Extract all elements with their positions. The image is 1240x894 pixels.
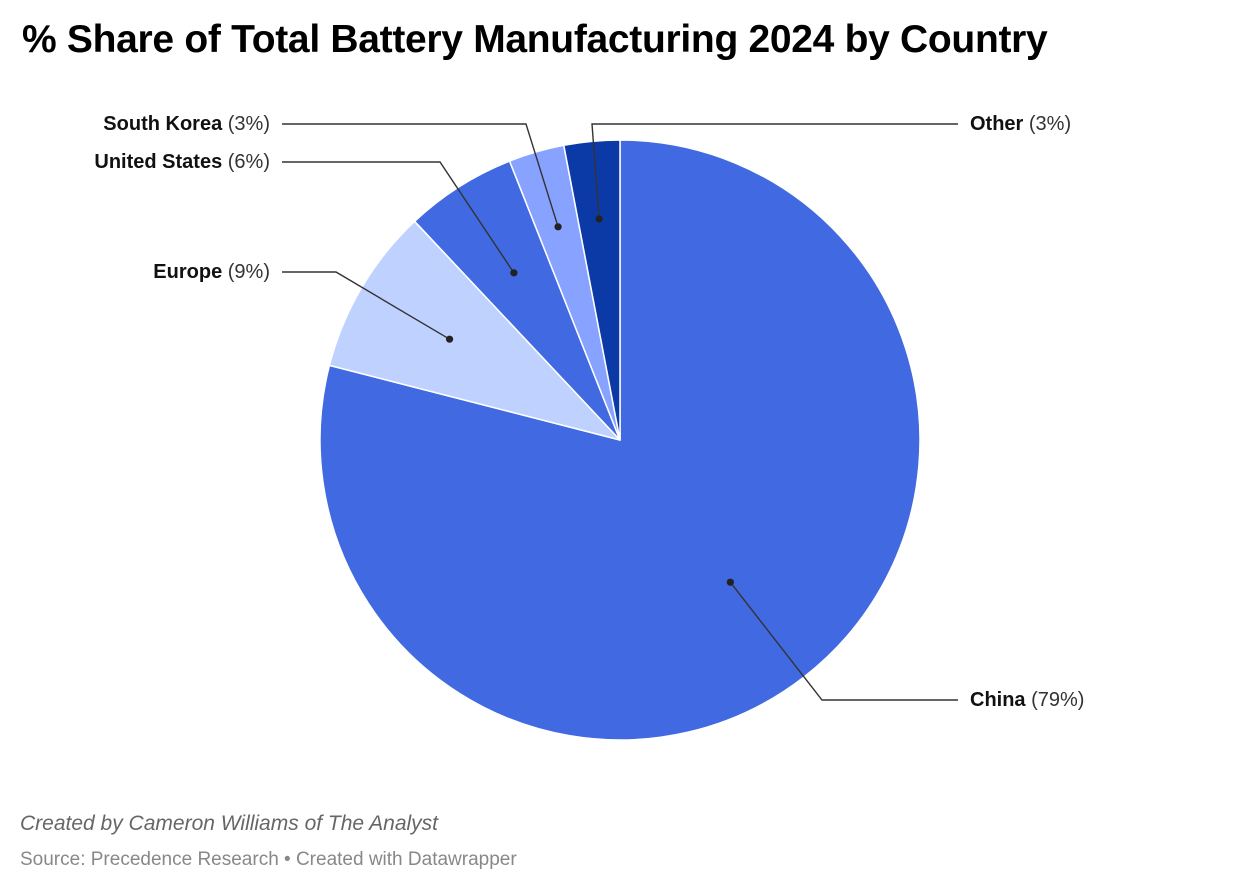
pie-slices (319, 139, 921, 741)
leader-line-other (591, 123, 958, 220)
leader-line-europe (282, 271, 450, 340)
slice-label-name: Other (970, 113, 1024, 135)
slice-label-china: China (79%) (970, 689, 1084, 711)
slice-label-south-korea: South Korea (3%) (103, 113, 270, 135)
slice-label-value: (79%) (1026, 689, 1085, 711)
slice-label-united-states: United States (6%) (94, 151, 270, 173)
slice-label-value: (3%) (222, 113, 270, 135)
slice-labels: China (79%) Europe (9%) United States (6%)… (94, 113, 1084, 711)
leader-dot-europe (445, 335, 454, 343)
slice-label-name: Europe (153, 261, 222, 283)
slice-label-value: (9%) (222, 261, 270, 283)
leader-line-china (729, 581, 958, 701)
chart-title: % Share of Total Battery Manufacturing 2… (22, 18, 1048, 61)
leader-dot-united-states (510, 269, 518, 277)
slice-label-europe: Europe (9%) (153, 261, 270, 283)
leader-dot-other (595, 215, 603, 223)
leader-line-united-states (282, 161, 515, 274)
slice-label-value: (3%) (1023, 113, 1071, 135)
leader-lines (282, 123, 958, 701)
leader-dot-china (726, 578, 734, 586)
leader-dot-south-korea (554, 223, 562, 231)
slice-label-name: United States (94, 151, 222, 173)
footer-credit: Created by Cameron Williams of The Analy… (20, 812, 439, 835)
pie-slice-other (563, 139, 621, 441)
slice-label-name: South Korea (103, 113, 223, 135)
slice-label-other: Other (3%) (970, 113, 1071, 135)
leader-line-south-korea (282, 123, 559, 228)
footer-source: Source: Precedence Research • Created wi… (20, 849, 517, 870)
slice-label-value: (6%) (222, 151, 270, 173)
slice-label-name: China (970, 689, 1026, 711)
